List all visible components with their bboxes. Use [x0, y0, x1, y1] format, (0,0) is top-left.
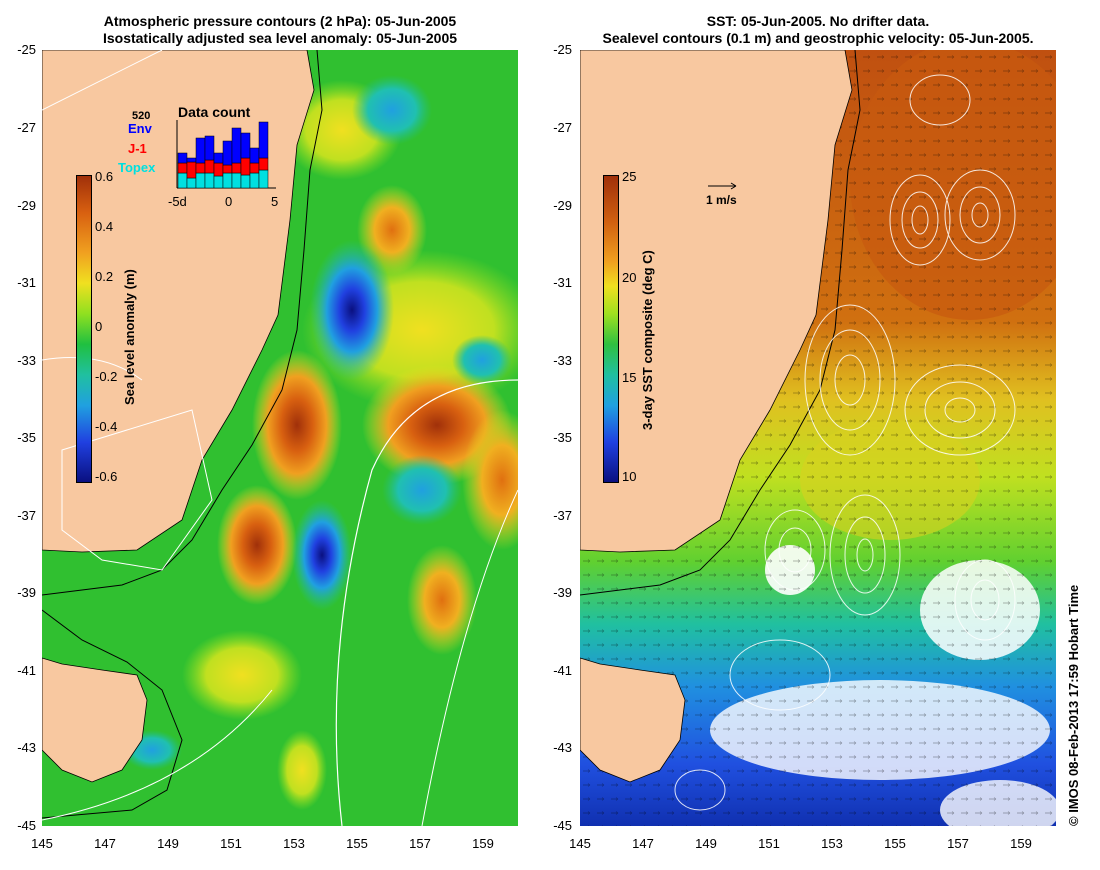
lat-label: -35 [553, 430, 572, 445]
lon-label: 159 [472, 836, 494, 851]
left-title: Atmospheric pressure contours (2 hPa): 0… [42, 13, 518, 47]
bar-2 [186, 157, 197, 189]
lat-label: -43 [553, 740, 572, 755]
lon-label: 159 [1010, 836, 1032, 851]
sea-level-anomaly-map-svg [42, 50, 518, 826]
lat-label: -39 [553, 585, 572, 600]
lon-label: 157 [409, 836, 431, 851]
colorbar-tick: 0.2 [95, 269, 114, 284]
bar-7 [231, 127, 242, 189]
lon-label: 153 [283, 836, 305, 851]
copyright-notice: © IMOS 08-Feb-2013 17:59 Hobart Time [1066, 584, 1081, 826]
bar-5 [213, 152, 224, 189]
sea-level-colorbar-bar [76, 175, 92, 483]
lon-label: 149 [157, 836, 179, 851]
left-title-line1: Atmospheric pressure contours (2 hPa): 0… [103, 13, 457, 29]
left-title-line2: Isostatically adjusted sea level anomaly… [102, 30, 458, 46]
legend-env: Env [128, 121, 152, 136]
data-count-chart [176, 120, 276, 189]
lat-label: -43 [17, 740, 36, 755]
lat-label: -29 [553, 198, 572, 213]
lon-label: 151 [758, 836, 780, 851]
legend-topex: Topex [118, 160, 156, 175]
lon-label: 145 [31, 836, 53, 851]
colorbar-tick: 0.4 [95, 219, 114, 234]
data-count-tick: 0 [225, 194, 233, 209]
lat-label: -45 [17, 818, 36, 833]
lon-label: 147 [94, 836, 116, 851]
sst-map-svg [580, 50, 1056, 826]
lat-label: -45 [553, 818, 572, 833]
lat-label: -29 [17, 198, 36, 213]
sst-colorbar-label: 3-day SST composite (deg C) [640, 250, 655, 430]
lat-label: -25 [553, 42, 572, 57]
lon-label: 151 [220, 836, 242, 851]
sst-colorbar-tick: 15 [622, 370, 637, 385]
sst-colorbar-tick: 20 [622, 270, 637, 285]
sst-colorbar-tick: 25 [622, 169, 637, 184]
lat-label: -37 [17, 508, 36, 523]
lat-label: -27 [553, 120, 572, 135]
sst-colorbar-tick: 10 [622, 469, 637, 484]
sst-colorbar-bar [603, 175, 619, 483]
bar-10 [258, 121, 269, 189]
lat-label: -25 [17, 42, 36, 57]
velocity-scale-label: 1 m/s [706, 193, 737, 207]
sea-level-colorbar-label: Sea level anomaly (m) [122, 269, 137, 405]
lon-label: 157 [947, 836, 969, 851]
velocity-scale-arrow [708, 182, 737, 190]
data-count-tick: -5d [168, 194, 187, 209]
lat-label: -41 [553, 663, 572, 678]
lon-label: 145 [569, 836, 591, 851]
bar-4 [204, 135, 215, 189]
lat-label: -33 [553, 353, 572, 368]
bar-8 [240, 132, 251, 189]
right-title: SST: 05-Jun-2005. No drifter data. Seale… [580, 13, 1056, 47]
legend-j1: J-1 [128, 141, 147, 156]
lon-label: 149 [695, 836, 717, 851]
lat-label: -41 [17, 663, 36, 678]
lon-label: 153 [821, 836, 843, 851]
lon-label: 155 [884, 836, 906, 851]
right-title-line1: SST: 05-Jun-2005. No drifter data. [706, 13, 930, 29]
sea-level-anomaly-map[interactable] [42, 50, 518, 826]
colorbar-tick: -0.2 [95, 369, 118, 384]
lat-label: -37 [553, 508, 572, 523]
lon-label: 147 [632, 836, 654, 851]
bar-3 [195, 137, 206, 189]
lat-label: -27 [17, 120, 36, 135]
data-count-tick: 5 [271, 194, 279, 209]
lat-label: -31 [17, 275, 36, 290]
bar-6 [222, 140, 233, 189]
colorbar-tick: 0.6 [95, 169, 114, 184]
right-title-line2: Sealevel contours (0.1 m) and geostrophi… [602, 30, 1034, 46]
lat-label: -39 [17, 585, 36, 600]
lat-label: -35 [17, 430, 36, 445]
colorbar-tick: -0.4 [95, 419, 118, 434]
sst-map[interactable] [580, 50, 1056, 826]
bar-1 [177, 152, 188, 189]
bar-9 [249, 147, 260, 189]
colorbar-tick: 0 [95, 319, 103, 334]
data-count-max: 520 [132, 110, 151, 122]
lon-label: 155 [346, 836, 368, 851]
lat-label: -31 [553, 275, 572, 290]
data-count-title: Data count [178, 104, 251, 120]
colorbar-tick: -0.6 [95, 469, 118, 484]
lat-label: -33 [17, 353, 36, 368]
